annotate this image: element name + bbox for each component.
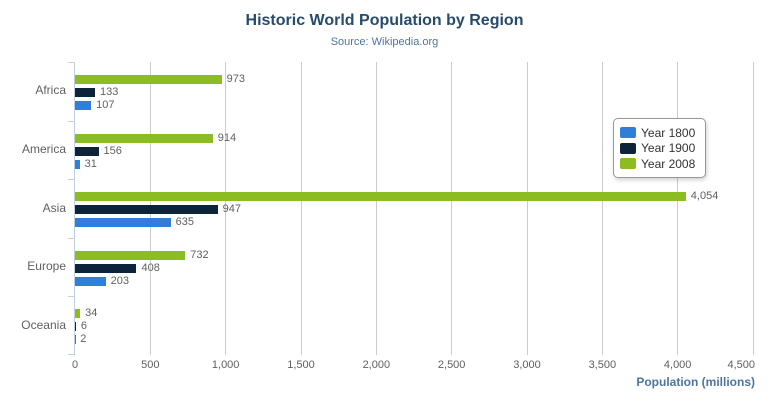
legend-swatch-icon [620, 127, 636, 138]
category-axis-line [74, 62, 75, 355]
data-label: 4,054 [690, 190, 719, 203]
bar-america-year-1800[interactable] [75, 159, 80, 169]
bar-africa-year-1800[interactable] [75, 101, 92, 110]
data-label: 2 [80, 333, 87, 346]
data-label: 203 [110, 274, 129, 287]
category-label-asia: Asia [42, 200, 66, 215]
gridline [752, 62, 754, 355]
x-tick-label: 2,000 [362, 359, 391, 371]
legend: Year 1800 Year 1900 Year 2008 [613, 118, 707, 178]
plot-area: 973 133 107 914 156 31 4,054 947 635 732 408 203 34 6… [68, 62, 754, 355]
x-tick-label: 3,500 [588, 359, 617, 371]
x-tick-label: 500 [141, 359, 160, 371]
chart-title: Historic World Population by Region [245, 12, 524, 29]
category-axis-tick [68, 296, 74, 297]
category-label-oceania: Oceania [21, 317, 66, 332]
data-label: 408 [141, 261, 160, 274]
bar-europe-year-1800[interactable] [75, 276, 106, 286]
data-label: 34 [85, 307, 98, 320]
bar-asia-year-2008[interactable] [75, 192, 686, 202]
x-tick-label: 4,000 [663, 359, 692, 371]
data-label: 973 [226, 73, 245, 85]
category-axis-tick [68, 354, 74, 355]
bar-asia-year-1900[interactable] [75, 205, 218, 215]
bar-africa-year-1900[interactable] [75, 88, 96, 97]
bar-oceania-year-1900[interactable] [75, 322, 76, 332]
category-axis-tick [68, 179, 74, 180]
bar-oceania-year-2008[interactable] [75, 309, 81, 319]
category-axis-tick [68, 121, 74, 122]
data-label: 31 [84, 157, 97, 170]
x-tick-label: 1,500 [287, 359, 315, 371]
gridline [526, 62, 528, 355]
legend-label: Year 2008 [641, 156, 696, 171]
data-label: 6 [80, 320, 88, 333]
bar-asia-year-1800[interactable] [75, 218, 171, 228]
legend-label: Year 1800 [641, 125, 696, 140]
category-axis-tick [68, 238, 74, 239]
legend-item-year-1900[interactable]: Year 1900 [620, 141, 695, 155]
x-tick-label: 0 [71, 359, 79, 371]
category-axis-tick [68, 62, 74, 63]
x-tick-label: 1,000 [211, 359, 240, 371]
category-label-africa: Africa [35, 83, 66, 98]
bar-europe-year-1900[interactable] [75, 263, 137, 273]
x-tick-label: 4,500 [727, 359, 755, 371]
gridline [225, 62, 227, 355]
category-label-europe: Europe [27, 259, 66, 274]
gridline [677, 62, 679, 355]
gridline [451, 62, 453, 355]
legend-label: Year 1900 [641, 141, 696, 155]
x-axis-title: Population (millions) [636, 375, 755, 389]
legend-item-year-2008[interactable]: Year 2008 [620, 157, 695, 171]
category-label-america: America [21, 141, 66, 156]
data-label: 914 [217, 131, 237, 144]
data-label: 732 [190, 248, 209, 261]
data-label: 107 [96, 99, 115, 111]
legend-swatch-icon [620, 158, 636, 169]
chart-context-menu-button[interactable] [727, 19, 753, 42]
data-label: 133 [100, 86, 119, 98]
legend-item-year-1800[interactable]: Year 1800 [620, 126, 695, 140]
bar-america-year-2008[interactable] [75, 133, 213, 143]
legend-swatch-icon [620, 142, 636, 154]
chart-subtitle: Source: Wikipedia.org [330, 36, 439, 48]
gridline [375, 62, 377, 355]
x-tick-label: 2,500 [437, 359, 466, 371]
gridline [300, 62, 302, 355]
data-label: 947 [222, 203, 242, 216]
data-label: 156 [103, 144, 122, 157]
gridline [601, 62, 603, 355]
bar-africa-year-2008[interactable] [75, 75, 222, 84]
bar-europe-year-2008[interactable] [75, 250, 186, 260]
bar-america-year-1900[interactable] [75, 146, 99, 156]
x-tick-label: 3,000 [513, 359, 541, 371]
data-label: 635 [175, 216, 195, 229]
